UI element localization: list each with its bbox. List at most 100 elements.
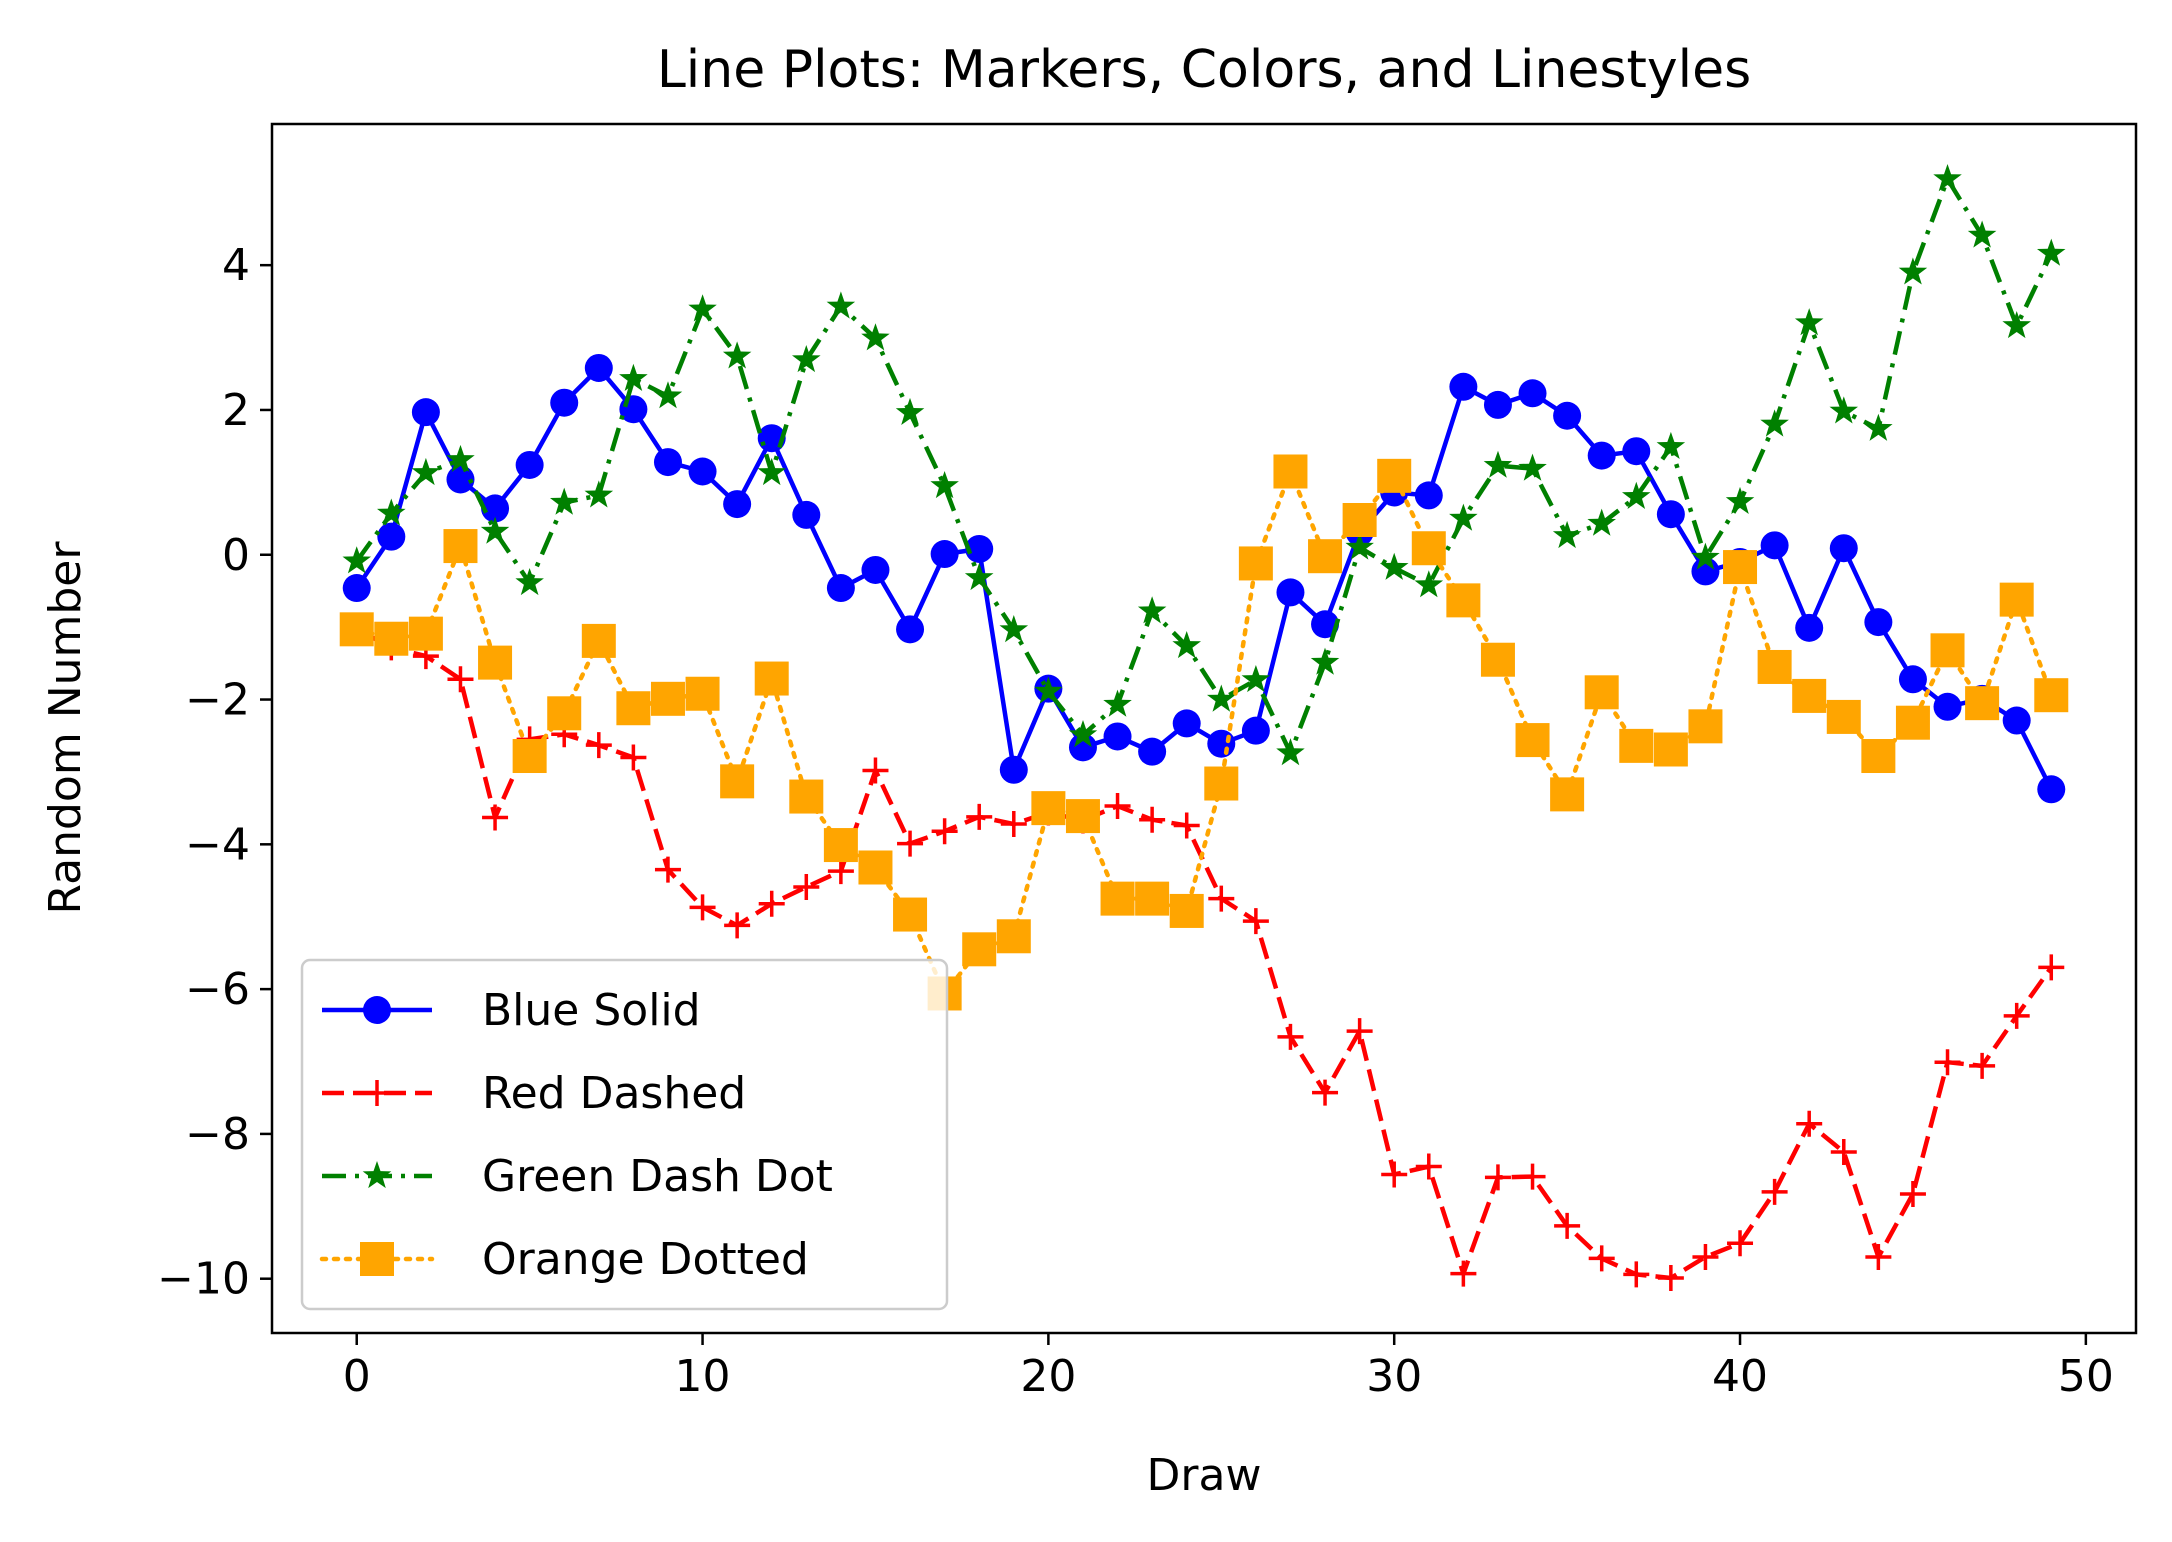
- data-point: [965, 534, 994, 563]
- y-tick-label: 4: [222, 240, 250, 291]
- data-point: [1792, 678, 1827, 713]
- data-point: [1930, 633, 1965, 668]
- data-point: [377, 522, 406, 551]
- data-point: [547, 696, 582, 731]
- data-point: [1312, 1079, 1339, 1106]
- data-point: [619, 363, 648, 391]
- data-point: [1653, 732, 1688, 767]
- data-point: [1068, 720, 1098, 748]
- data-point: [2002, 706, 2031, 735]
- data-point: [339, 612, 374, 647]
- data-point: [1103, 722, 1132, 751]
- data-point: [1173, 812, 1200, 839]
- data-point: [1656, 431, 1686, 459]
- x-tick-label: 50: [2058, 1351, 2114, 1402]
- data-point: [1934, 1049, 1961, 1076]
- data-point: [1757, 649, 1792, 684]
- data-point: [792, 500, 821, 529]
- data-point: [1172, 709, 1201, 738]
- data-point: [966, 803, 993, 830]
- data-point: [1760, 409, 1789, 437]
- data-point: [1411, 531, 1446, 566]
- data-point: [616, 691, 651, 726]
- data-point: [1480, 642, 1515, 677]
- data-point: [1688, 709, 1723, 744]
- data-point: [722, 341, 752, 369]
- data-point: [1100, 881, 1135, 916]
- legend-marker: [363, 996, 391, 1024]
- data-point: [2034, 678, 2069, 713]
- data-point: [1826, 699, 1861, 734]
- y-axis-ticks: 4 2 0 −2 −4 −6 −8 −10: [157, 240, 272, 1305]
- x-axis-ticks: 0 10 20 30 40 50: [343, 1333, 2114, 1402]
- data-point: [1518, 379, 1547, 408]
- x-tick-label: 40: [1712, 1351, 1768, 1402]
- data-point: [1727, 1230, 1754, 1257]
- data-point: [1898, 665, 1927, 694]
- data-point: [377, 498, 406, 526]
- data-point: [1515, 723, 1550, 758]
- data-point: [754, 661, 789, 696]
- data-point: [1898, 257, 1928, 285]
- data-point: [446, 444, 475, 472]
- legend-item-green-dash-dot: Green Dash Dot: [322, 1151, 833, 1202]
- legend-marker: [360, 1242, 394, 1276]
- data-point: [1381, 1161, 1408, 1188]
- data-point: [931, 818, 958, 845]
- data-point: [1519, 1163, 1546, 1190]
- data-point: [408, 616, 443, 651]
- y-tick-label: −10: [157, 1254, 250, 1305]
- data-point: [1656, 500, 1685, 529]
- data-point: [999, 755, 1028, 784]
- data-point: [1967, 220, 1997, 248]
- legend-item-orange-dotted: Orange Dotted: [319, 1234, 809, 1285]
- data-point: [1554, 1212, 1581, 1239]
- data-point: [1139, 806, 1166, 833]
- data-point: [1276, 578, 1305, 607]
- data-point: [1588, 1245, 1615, 1272]
- data-point: [1587, 508, 1616, 536]
- legend-box: [300, 958, 949, 1311]
- data-point: [1138, 737, 1167, 766]
- data-point: [823, 828, 858, 863]
- data-point: [1483, 390, 1512, 419]
- x-tick-label: 20: [1020, 1351, 1076, 1402]
- data-point: [861, 555, 890, 584]
- data-point: [1346, 1018, 1373, 1045]
- data-point: [446, 465, 475, 494]
- x-tick-label: 30: [1366, 1351, 1422, 1402]
- data-point: [685, 676, 720, 711]
- data-point: [826, 574, 855, 603]
- data-point: [1692, 1243, 1719, 1270]
- data-point: [723, 490, 752, 519]
- legend-label: Red Dashed: [482, 1068, 746, 1119]
- x-tick-label: 0: [343, 1351, 371, 1402]
- data-point: [1484, 1164, 1511, 1191]
- data-point: [1829, 396, 1858, 424]
- data-point: [1865, 1243, 1892, 1270]
- y-tick-label: 0: [222, 530, 250, 581]
- data-point: [443, 529, 478, 564]
- data-point: [1829, 534, 1858, 563]
- data-point: [620, 744, 647, 771]
- data-point: [896, 615, 925, 644]
- data-point: [1414, 481, 1443, 510]
- data-point: [1208, 885, 1235, 912]
- data-point: [757, 457, 786, 486]
- data-point: [515, 450, 544, 479]
- data-point: [827, 858, 854, 885]
- data-point: [930, 471, 959, 499]
- data-point: [792, 345, 821, 373]
- data-point: [1277, 1023, 1304, 1050]
- data-point: [789, 779, 824, 814]
- data-point: [1242, 908, 1269, 935]
- data-point: [447, 666, 474, 693]
- data-point: [1795, 613, 1824, 642]
- series-red-dashed: [343, 616, 2065, 1291]
- data-point: [1725, 486, 1755, 514]
- data-point: [999, 615, 1029, 643]
- data-point: [964, 562, 994, 591]
- data-point: [1760, 531, 1789, 560]
- legend-item-red-dashed: Red Dashed: [322, 1068, 746, 1119]
